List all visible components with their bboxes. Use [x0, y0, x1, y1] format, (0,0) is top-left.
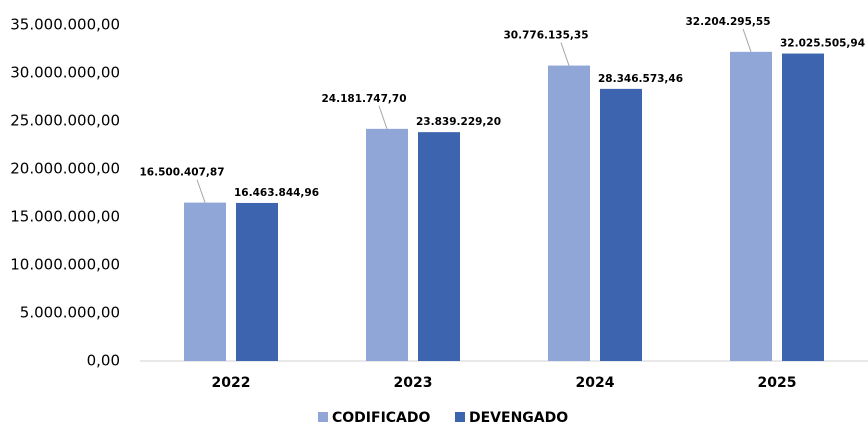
value-label: 30.776.135,35	[503, 30, 588, 42]
value-label: 16.500.407,87	[139, 167, 224, 179]
legend-swatch	[455, 412, 465, 422]
legend-label: DEVENGADO	[469, 410, 568, 425]
bar	[600, 88, 642, 361]
value-label: 23.839.229,20	[416, 116, 501, 128]
leader-line	[742, 28, 752, 53]
x-tick-label: 2023	[394, 375, 433, 391]
y-tick-label: 30.000.000,00	[10, 64, 120, 82]
bar	[184, 202, 226, 361]
legend-label: CODIFICADO	[332, 410, 431, 425]
x-tick-label: 2022	[212, 375, 251, 391]
leader-line	[378, 105, 388, 130]
y-tick-label: 35.000.000,00	[10, 16, 120, 34]
y-tick-label: 0,00	[87, 352, 120, 370]
bar	[236, 202, 278, 361]
value-label: 24.181.747,70	[321, 93, 406, 105]
y-tick-label: 5.000.000,00	[20, 304, 120, 322]
y-tick-label: 10.000.000,00	[10, 256, 120, 274]
bar	[782, 53, 824, 361]
bar	[366, 128, 408, 361]
value-label: 32.204.295,55	[685, 16, 770, 28]
y-tick-label: 25.000.000,00	[10, 112, 120, 130]
y-tick-label: 15.000.000,00	[10, 208, 120, 226]
leader-line	[560, 42, 570, 66]
bar	[418, 132, 460, 361]
value-label: 16.463.844,96	[234, 187, 319, 199]
y-tick-label: 20.000.000,00	[10, 160, 120, 178]
x-tick-label: 2024	[576, 375, 615, 391]
bar	[730, 51, 772, 361]
legend-swatch	[318, 412, 328, 422]
value-label: 32.025.505,94	[780, 38, 865, 50]
leader-line	[196, 179, 206, 203]
value-label: 28.346.573,46	[598, 73, 683, 85]
bar	[548, 65, 590, 361]
x-tick-label: 2025	[758, 375, 797, 391]
